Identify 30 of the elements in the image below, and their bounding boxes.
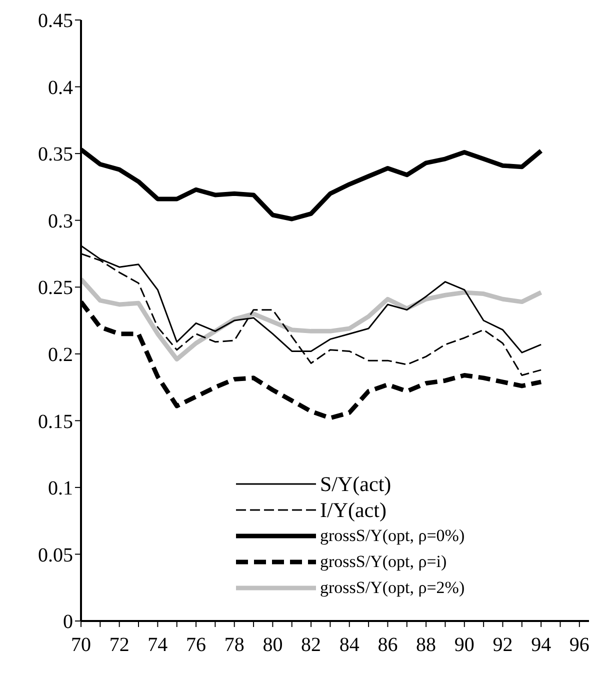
legend-label: grossS/Y(opt, ρ=i) [320,552,447,572]
x-tick-label: 72 [109,634,130,656]
y-tick-label: 0.3 [48,210,73,232]
y-tick-label: 0.15 [38,410,73,433]
y-tick-label: 0.1 [48,478,73,500]
x-tick-label: 80 [262,634,283,656]
legend-label: grossS/Y(opt, ρ=0%) [320,526,465,546]
y-tick-label: 0.4 [48,76,73,99]
x-tick-label: 74 [148,634,168,656]
legend-label: grossS/Y(opt, ρ=2%) [320,578,465,598]
legend-label: I/Y(act) [320,498,386,522]
y-tick-label: 0.45 [38,10,73,32]
x-tick-label: 94 [531,634,552,656]
x-tick-label: 92 [492,634,513,656]
line-series [81,276,544,362]
x-tick-label: 76 [186,634,206,656]
y-tick-label: 0.2 [48,344,73,366]
x-tick-label: 96 [569,634,590,656]
x-tick-label: 82 [301,634,322,656]
x-tick-label: 84 [339,634,360,656]
y-tick-label: 0.05 [38,544,73,566]
y-tick-label: 0.35 [38,144,73,166]
x-tick-label: 88 [416,634,436,656]
x-tick-label: 78 [224,634,244,656]
y-tick-label: 0.25 [38,277,73,300]
x-tick-label: 90 [454,634,474,656]
y-tick-label: 0 [63,611,73,634]
legend-label: S/Y(act) [320,472,392,496]
x-tick-label: 70 [71,634,91,656]
x-tick-label: 86 [378,634,398,656]
